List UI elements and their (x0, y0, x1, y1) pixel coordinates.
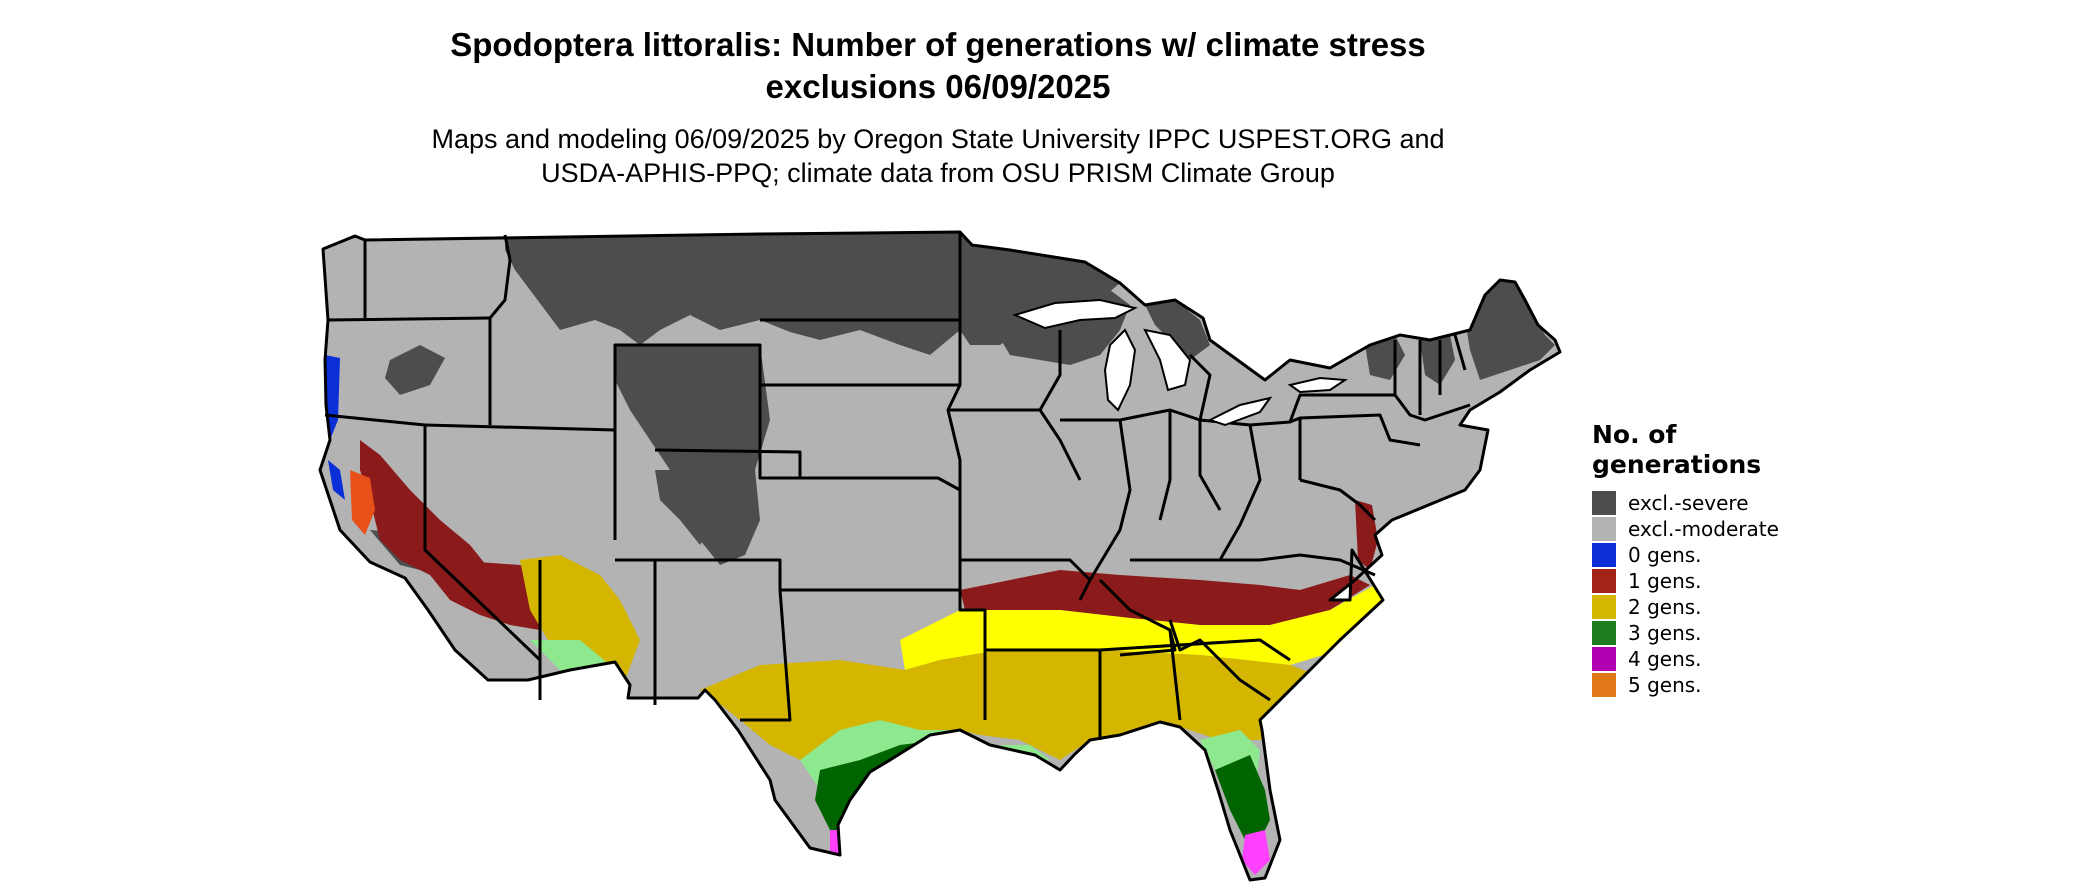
map-title: Spodoptera littoralis: Number of generat… (0, 24, 1876, 108)
legend-label: 2 gens. (1628, 595, 1702, 619)
legend-label: excl.-moderate (1628, 517, 1779, 541)
legend-item: excl.-moderate (1592, 516, 1812, 542)
legend-label: excl.-severe (1628, 491, 1749, 515)
four-generation-zones (830, 830, 1270, 875)
legend-item: excl.-severe (1592, 490, 1812, 516)
legend-item: 4 gens. (1592, 646, 1812, 672)
legend-swatch (1592, 673, 1616, 697)
legend-item: 5 gens. (1592, 672, 1812, 698)
legend-label: 1 gens. (1628, 569, 1702, 593)
legend-swatch (1592, 621, 1616, 645)
map-title-line1: Spodoptera littoralis: Number of generat… (450, 26, 1426, 63)
legend-title: No. of generations (1592, 420, 1762, 479)
legend-label: 5 gens. (1628, 673, 1702, 697)
legend-swatch (1592, 569, 1616, 593)
legend-item: 0 gens. (1592, 542, 1812, 568)
lake-michigan (1103, 328, 1137, 412)
map-subtitle-line2: USDA-APHIS-PPQ; climate data from OSU PR… (541, 158, 1335, 188)
legend-item: 3 gens. (1592, 620, 1812, 646)
legend-swatch (1592, 543, 1616, 567)
legend-items: excl.-severe excl.-moderate 0 gens. 1 gens.… (1592, 490, 1812, 698)
legend-swatch (1592, 491, 1616, 515)
legend-label: 3 gens. (1628, 621, 1702, 645)
great-lakes (1012, 298, 1348, 427)
map-subtitle-line1: Maps and modeling 06/09/2025 by Oregon S… (431, 124, 1445, 154)
lake-huron (1143, 328, 1192, 392)
lake-ontario (1287, 376, 1348, 394)
legend-item: 1 gens. (1592, 568, 1812, 594)
legend-label: 0 gens. (1628, 543, 1702, 567)
legend-label: 4 gens. (1628, 647, 1702, 671)
legend-swatch (1592, 647, 1616, 671)
legend: No. of generations excl.-severe excl.-mod… (1592, 420, 1812, 698)
legend-swatch (1592, 517, 1616, 541)
map-subtitle: Maps and modeling 06/09/2025 by Oregon S… (0, 122, 1876, 190)
map-title-line2: exclusions 06/09/2025 (765, 68, 1111, 105)
legend-item: 2 gens. (1592, 594, 1812, 620)
lake-erie (1207, 396, 1273, 427)
lake-superior (1012, 298, 1138, 330)
legend-swatch (1592, 595, 1616, 619)
state-boundaries (318, 230, 1562, 882)
